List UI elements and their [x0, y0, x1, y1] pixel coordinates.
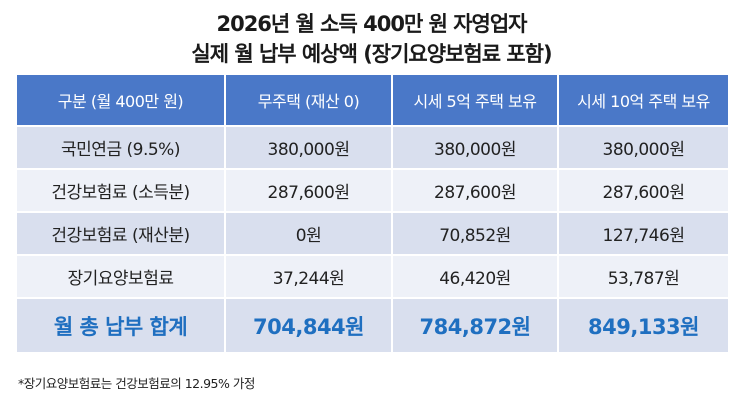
cell: 287,600원	[391, 169, 559, 213]
total-row: 월 총 납부 합계 704,844원 784,872원 849,133원	[15, 298, 730, 354]
cell: 380,000원	[557, 126, 730, 170]
cell: 380,000원	[224, 126, 393, 170]
row-label: 건강보험료 (재산분)	[15, 212, 226, 256]
cell: 380,000원	[391, 126, 559, 170]
total-cell: 704,844원	[224, 298, 393, 354]
header-no-house: 무주택 (재산 0)	[224, 75, 393, 127]
header-category: 구분 (월 400만 원)	[15, 75, 226, 127]
payment-table: 구분 (월 400만 원) 무주택 (재산 0) 시세 5억 주택 보유 시세 …	[15, 75, 730, 354]
title-line-1: 2026년 월 소득 400만 원 자영업자	[216, 12, 527, 36]
cell: 287,600원	[557, 169, 730, 213]
header-house-10: 시세 10억 주택 보유	[557, 75, 730, 127]
title-line-2: 실제 월 납부 예상액 (장기요양보험료 포함)	[191, 42, 552, 66]
table-row: 건강보험료 (재산분) 0원 70,852원 127,746원	[15, 212, 730, 256]
table-row: 장기요양보험료 37,244원 46,420원 53,787원	[15, 255, 730, 299]
row-label: 국민연금 (9.5%)	[15, 126, 226, 170]
header-house-5: 시세 5억 주택 보유	[391, 75, 559, 127]
total-cell: 784,872원	[391, 298, 559, 354]
total-cell: 849,133원	[557, 298, 730, 354]
cell: 53,787원	[557, 255, 730, 299]
cell: 127,746원	[557, 212, 730, 256]
cell: 70,852원	[391, 212, 559, 256]
header-row: 구분 (월 400만 원) 무주택 (재산 0) 시세 5억 주택 보유 시세 …	[15, 75, 730, 127]
table-row: 국민연금 (9.5%) 380,000원 380,000원 380,000원	[15, 126, 730, 170]
cell: 287,600원	[224, 169, 393, 213]
footnote: *장기요양보험료는 건강보험료의 12.95% 가정	[18, 376, 255, 391]
table-row: 건강보험료 (소득분) 287,600원 287,600원 287,600원	[15, 169, 730, 213]
cell: 0원	[224, 212, 393, 256]
cell: 37,244원	[224, 255, 393, 299]
total-label: 월 총 납부 합계	[15, 298, 226, 354]
cell: 46,420원	[391, 255, 559, 299]
row-label: 건강보험료 (소득분)	[15, 169, 226, 213]
row-label: 장기요양보험료	[15, 255, 226, 299]
